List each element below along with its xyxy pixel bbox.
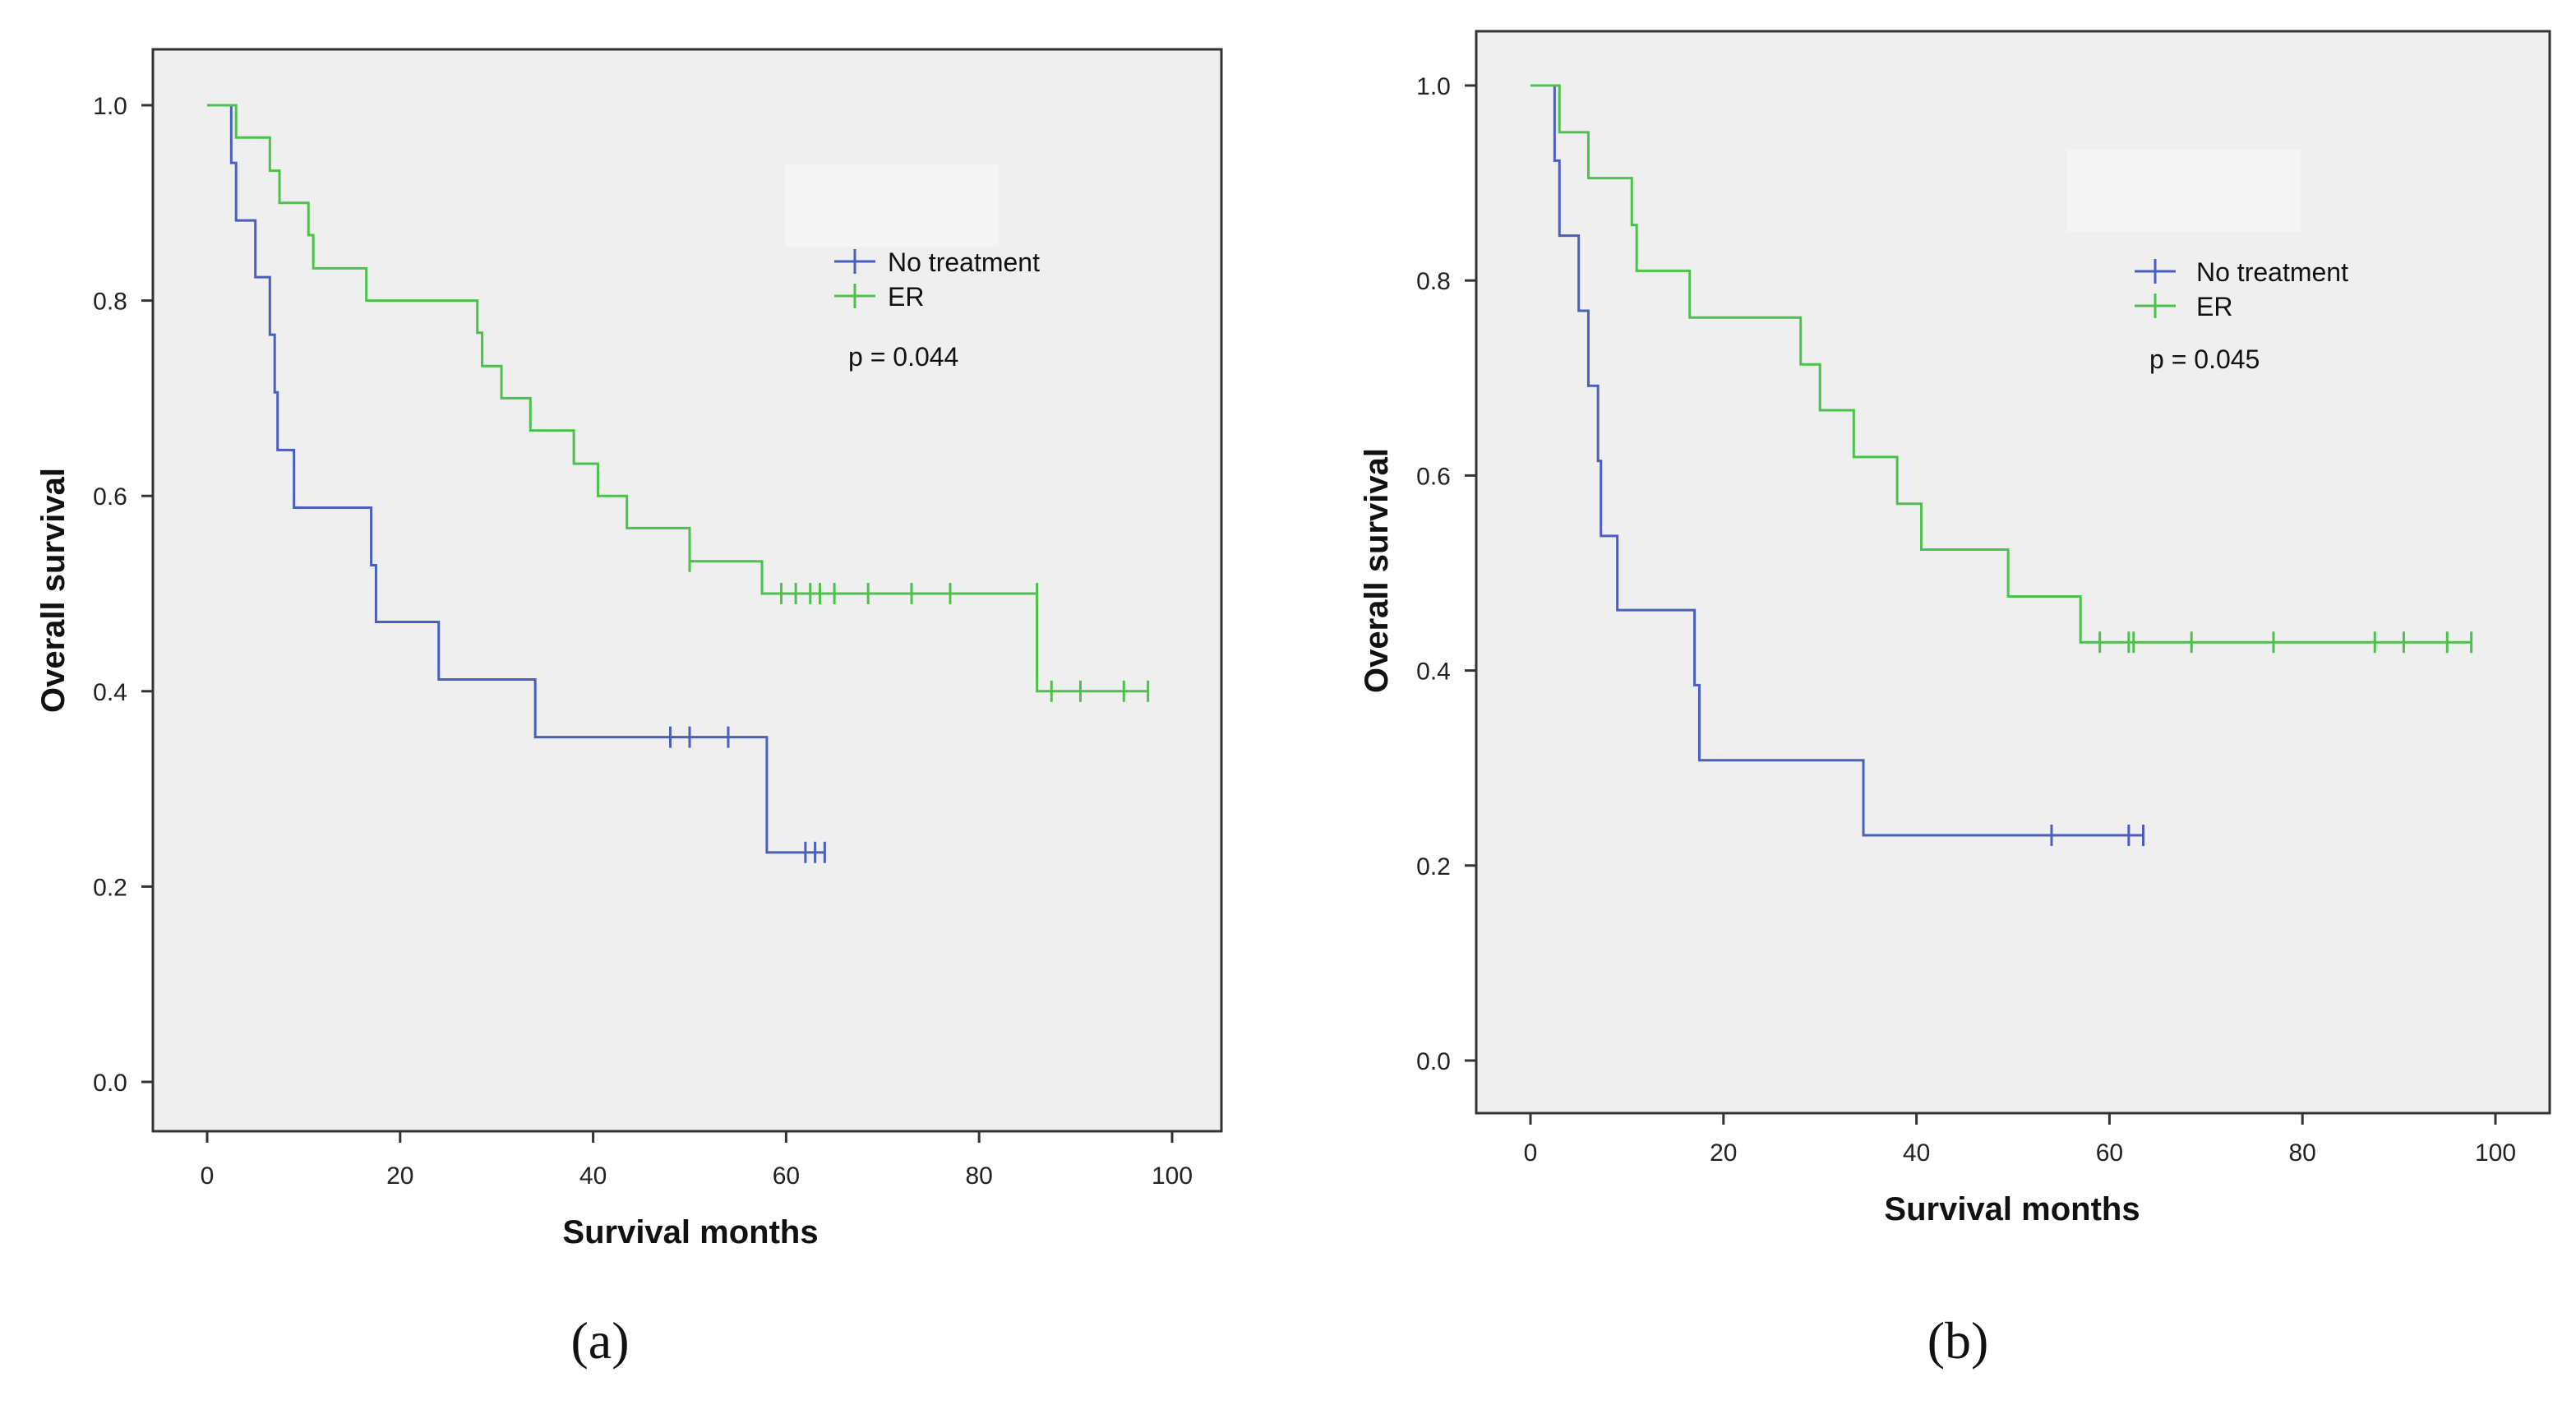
- y-tick-label-a-0: 0.0: [93, 1070, 127, 1097]
- y-tick-label-b-5: 1.0: [1416, 73, 1451, 100]
- series-line-no-treatment-a: [207, 104, 825, 854]
- x-tick-label-b-4: 80: [2289, 1139, 2316, 1167]
- plot-area-b: [1475, 30, 2551, 1115]
- series-lines-b: [1530, 84, 2472, 837]
- series-line-er-b: [1530, 84, 2472, 644]
- legend-b: No treatment ER: [2135, 257, 2348, 321]
- y-tick-label-b-3: 0.6: [1416, 463, 1451, 490]
- x-tick-label-b-5: 100: [2475, 1139, 2516, 1167]
- panel-a: 0.0 0.2 0.4 0.6 0.8 1.0 0 20 40 60 80 100 No treatm…: [35, 48, 1223, 1370]
- series-line-no-treatment-b: [1530, 84, 2144, 837]
- x-tick-label-b-3: 60: [2096, 1139, 2123, 1167]
- x-tick-label-a-2: 40: [579, 1162, 607, 1190]
- x-tick-label-b-0: 0: [1524, 1139, 1538, 1167]
- y-tick-label-a-4: 0.8: [93, 289, 127, 316]
- panel-label-b: (b): [1927, 1311, 1989, 1370]
- x-tick-label-a-1: 20: [386, 1162, 413, 1190]
- x-tick-label-a-3: 60: [773, 1162, 800, 1190]
- legend-background-a: [785, 164, 999, 247]
- panel-label-a: (a): [570, 1311, 629, 1370]
- legend-a: No treatment ER: [834, 247, 1040, 312]
- p-value-annotation-a: p = 0.044: [848, 342, 958, 372]
- censor-marks-a: [669, 550, 1150, 863]
- legend-label-no-treatment-a: No treatment: [888, 247, 1040, 277]
- y-tick-label-b-2: 0.4: [1416, 659, 1451, 686]
- legend-background-b: [2067, 150, 2301, 232]
- legend-label-er-a: ER: [888, 282, 924, 312]
- y-tick-label-b-0: 0.0: [1416, 1048, 1451, 1075]
- series-line-er-a: [207, 104, 1148, 693]
- x-tick-label-a-0: 0: [201, 1162, 215, 1190]
- x-tick-label-b-1: 20: [1710, 1139, 1737, 1167]
- plot-area-a: [151, 48, 1223, 1133]
- y-axis-label-b: Overall survival: [1359, 448, 1395, 693]
- y-tick-label-a-2: 0.4: [93, 679, 127, 706]
- series-lines-a: [207, 104, 1148, 854]
- axes-a: 0.0 0.2 0.4 0.6 0.8 1.0 0 20 40 60 80 100: [93, 93, 1193, 1190]
- axes-b: 0.0 0.2 0.4 0.6 0.8 1.0 0 20 40 60 80 100: [1416, 73, 2516, 1167]
- panel-b: 0.0 0.2 0.4 0.6 0.8 1.0 0 20 40 60 80 100 No treatm…: [1359, 30, 2551, 1370]
- x-tick-label-a-5: 100: [1152, 1162, 1193, 1190]
- x-tick-label-b-2: 40: [1903, 1139, 1930, 1167]
- y-tick-label-a-5: 1.0: [93, 93, 127, 120]
- legend-label-no-treatment-b: No treatment: [2196, 257, 2348, 287]
- x-tick-label-a-4: 80: [966, 1162, 993, 1190]
- censor-marks-b: [2050, 631, 2473, 847]
- y-tick-label-b-1: 0.2: [1416, 853, 1451, 880]
- x-axis-label-a: Survival months: [562, 1214, 818, 1250]
- y-tick-label-b-4: 0.8: [1416, 268, 1451, 295]
- y-axis-label-a: Overall survival: [35, 468, 72, 713]
- y-tick-label-a-1: 0.2: [93, 874, 127, 901]
- legend-label-er-b: ER: [2196, 292, 2232, 321]
- x-axis-label-b: Survival months: [1884, 1191, 2140, 1227]
- y-tick-label-a-3: 0.6: [93, 483, 127, 511]
- p-value-annotation-b: p = 0.045: [2149, 344, 2260, 374]
